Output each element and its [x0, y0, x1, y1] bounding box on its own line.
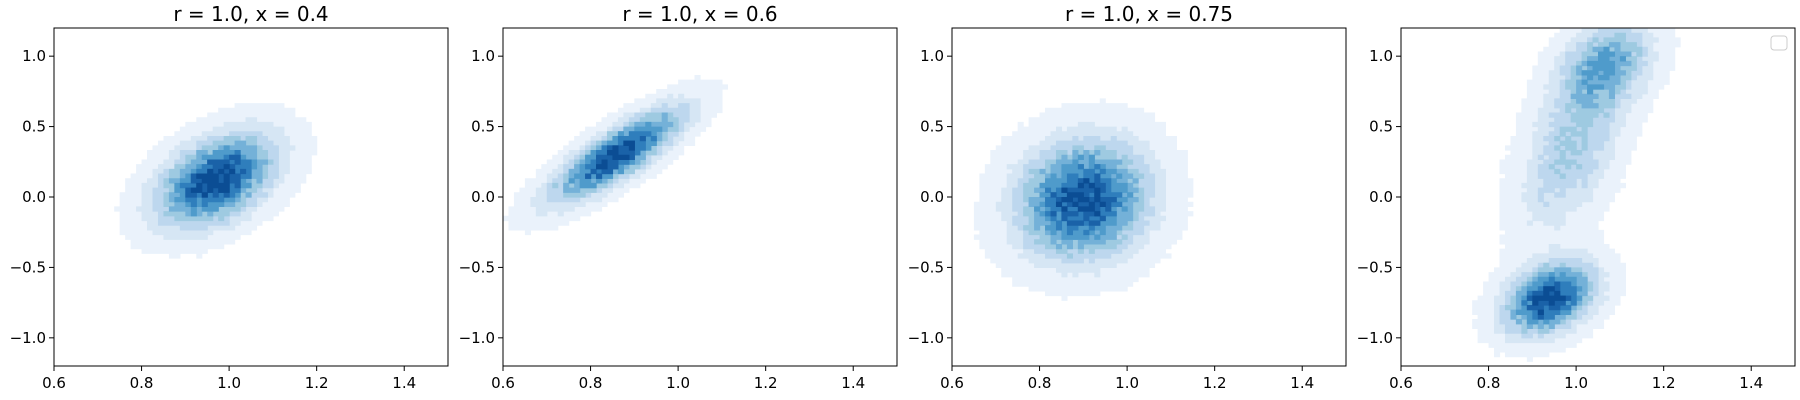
- y-tick-label: −1.0: [10, 329, 46, 347]
- contour-level-9: [596, 140, 635, 170]
- subplot-4: 0.6 0.8 1.0 1.2 1.4 −1.0 −0.5 0.0 0.5 1.0: [1357, 27, 1796, 392]
- y-tick-label: −0.5: [908, 258, 944, 276]
- legend: [1770, 35, 1788, 51]
- contour-level-4: [1504, 32, 1643, 334]
- subplot-1: 0.6 0.8 1.0 1.2 1.4 −1.0 −0.5 0.0 0.5 1.0 r = 1.0,…: [10, 2, 449, 392]
- y-tick-label: −1.0: [1357, 329, 1393, 347]
- subplot-title: r = 1.0, x = 0.75: [1065, 2, 1233, 26]
- y-tick-label: 0.5: [1369, 118, 1393, 136]
- density-contours: [114, 103, 318, 259]
- x-tick-label: 0.8: [130, 374, 154, 392]
- y-tick-label: −0.5: [459, 258, 495, 276]
- y-tick-label: 1.0: [22, 47, 46, 65]
- density-contours: [973, 98, 1194, 301]
- subplot-2: 0.6 0.8 1.0 1.2 1.4 −1.0 −0.5 0.0 0.5 1.0 r = 1.0,…: [459, 2, 898, 392]
- y-tick-label: 0.0: [1369, 188, 1393, 206]
- x-tick-label: 0.8: [1028, 374, 1052, 392]
- x-tick-label: 1.0: [1115, 374, 1139, 392]
- y-tick-label: −0.5: [10, 258, 46, 276]
- x-tick-label: 1.2: [1203, 374, 1227, 392]
- y-tick-label: 0.5: [22, 118, 46, 136]
- density-contours: [1472, 28, 1681, 362]
- y-tick-label: 1.0: [471, 47, 495, 65]
- contour-level-9: [1532, 286, 1566, 315]
- subplot-title: r = 1.0, x = 0.4: [173, 2, 328, 26]
- subplot-title: r = 1.0, x = 0.6: [622, 2, 777, 26]
- x-tick-label: 1.2: [754, 374, 778, 392]
- y-tick-label: 0.5: [471, 118, 495, 136]
- y-tick-label: 0.5: [920, 118, 944, 136]
- y-tick-label: −1.0: [459, 329, 495, 347]
- x-tick-label: 0.6: [1389, 374, 1413, 392]
- x-tick-label: 0.6: [491, 374, 515, 392]
- y-tick-label: 1.0: [920, 47, 944, 65]
- y-tick-label: 0.0: [22, 188, 46, 206]
- y-tick-label: 0.0: [471, 188, 495, 206]
- y-tick-label: −1.0: [908, 329, 944, 347]
- x-tick-label: 1.0: [666, 374, 690, 392]
- y-tick-label: −0.5: [1357, 258, 1393, 276]
- x-tick-label: 0.8: [579, 374, 603, 392]
- subplot-3: 0.6 0.8 1.0 1.2 1.4 −1.0 −0.5 0.0 0.5 1.0 r = 1.0,…: [908, 2, 1347, 392]
- x-tick-label: 1.4: [1290, 374, 1314, 392]
- y-tick-label: 1.0: [1369, 47, 1393, 65]
- contour-level-9: [1055, 178, 1106, 217]
- x-tick-label: 0.6: [940, 374, 964, 392]
- x-tick-label: 1.2: [1652, 374, 1676, 392]
- density-contours: [503, 74, 728, 236]
- x-tick-label: 1.4: [392, 374, 416, 392]
- y-tick-label: 0.0: [920, 188, 944, 206]
- x-tick-label: 0.6: [42, 374, 66, 392]
- x-tick-label: 1.0: [217, 374, 241, 392]
- x-tick-label: 1.0: [1564, 374, 1588, 392]
- x-tick-label: 1.4: [1739, 374, 1763, 392]
- x-tick-label: 1.4: [841, 374, 865, 392]
- x-tick-label: 1.2: [305, 374, 329, 392]
- contour-level-9: [190, 164, 236, 198]
- x-tick-label: 0.8: [1477, 374, 1501, 392]
